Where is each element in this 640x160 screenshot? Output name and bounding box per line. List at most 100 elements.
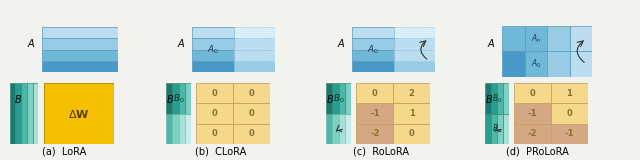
Text: 0: 0: [249, 109, 255, 118]
Bar: [15, 83, 21, 144]
Bar: [184, 83, 191, 114]
Text: 0: 0: [212, 109, 218, 118]
Bar: [42, 61, 118, 72]
Bar: [326, 114, 333, 144]
Bar: [492, 114, 497, 144]
Text: $B_0$: $B_0$: [173, 92, 184, 105]
Bar: [192, 61, 234, 72]
Bar: [233, 124, 270, 144]
Text: 0: 0: [566, 109, 572, 118]
Bar: [547, 51, 570, 77]
Bar: [42, 27, 118, 38]
Bar: [196, 83, 233, 104]
Bar: [166, 114, 173, 144]
Bar: [173, 114, 179, 144]
Text: 0: 0: [212, 89, 218, 98]
Bar: [233, 104, 270, 124]
Bar: [326, 83, 333, 114]
Bar: [333, 83, 339, 114]
Bar: [352, 61, 394, 72]
Bar: [550, 124, 588, 144]
Bar: [514, 124, 550, 144]
Bar: [394, 27, 435, 38]
Bar: [196, 104, 233, 124]
Text: $A$: $A$: [337, 37, 346, 49]
Bar: [504, 114, 509, 144]
Text: -1: -1: [370, 109, 380, 118]
Bar: [352, 27, 394, 38]
Bar: [192, 27, 234, 38]
Bar: [525, 26, 547, 51]
Bar: [547, 26, 570, 51]
Bar: [184, 114, 191, 144]
Bar: [497, 114, 504, 144]
Bar: [502, 26, 525, 51]
Bar: [179, 83, 184, 114]
Text: 0: 0: [372, 89, 378, 98]
Bar: [394, 38, 435, 50]
Text: $A_0$: $A_0$: [531, 58, 541, 70]
Bar: [192, 38, 234, 50]
Bar: [27, 83, 33, 144]
Bar: [485, 83, 492, 114]
Bar: [394, 61, 435, 72]
Bar: [485, 114, 492, 144]
Bar: [333, 114, 339, 144]
Text: 0: 0: [212, 129, 218, 138]
Text: -2: -2: [527, 129, 537, 138]
Text: 1: 1: [566, 89, 572, 98]
Text: 0: 0: [249, 129, 255, 138]
Text: $B_n$: $B_n$: [492, 123, 502, 135]
Bar: [33, 83, 38, 144]
Bar: [192, 50, 234, 61]
Text: $B_0$: $B_0$: [492, 92, 502, 105]
Text: $A$: $A$: [27, 37, 35, 49]
Bar: [344, 83, 351, 114]
Bar: [173, 83, 179, 114]
Bar: [339, 83, 344, 114]
Bar: [352, 50, 394, 61]
Text: -1: -1: [564, 129, 574, 138]
Text: $B$: $B$: [485, 93, 493, 105]
Bar: [356, 83, 393, 104]
Text: $A_0$: $A_0$: [367, 43, 379, 56]
Text: $A_n$: $A_n$: [531, 32, 541, 45]
Bar: [492, 83, 497, 114]
Bar: [339, 114, 344, 144]
Bar: [196, 124, 233, 144]
Text: $B$: $B$: [166, 93, 175, 105]
Bar: [393, 124, 430, 144]
Bar: [525, 51, 547, 77]
Text: $A$: $A$: [488, 37, 496, 49]
Bar: [234, 38, 275, 50]
Text: 0: 0: [409, 129, 415, 138]
Text: $A$: $A$: [177, 37, 186, 49]
Text: -2: -2: [370, 129, 380, 138]
Text: $B$: $B$: [14, 93, 22, 105]
Bar: [356, 124, 393, 144]
Bar: [393, 83, 430, 104]
Bar: [550, 104, 588, 124]
Bar: [356, 104, 393, 124]
Bar: [570, 26, 592, 51]
Text: -1: -1: [527, 109, 537, 118]
Bar: [502, 51, 525, 77]
Text: 2: 2: [409, 89, 415, 98]
Bar: [550, 83, 588, 104]
Bar: [504, 83, 509, 114]
Bar: [179, 114, 184, 144]
Bar: [570, 51, 592, 77]
Text: $A_0$: $A_0$: [207, 43, 219, 56]
Bar: [497, 83, 504, 114]
Text: (a)  LoRA: (a) LoRA: [42, 147, 86, 157]
Text: $B_0$: $B_0$: [333, 92, 344, 105]
Bar: [42, 38, 118, 50]
Text: 0: 0: [529, 89, 535, 98]
Text: 0: 0: [249, 89, 255, 98]
Text: (c)  RoLoRA: (c) RoLoRA: [353, 147, 409, 157]
Text: 1: 1: [409, 109, 415, 118]
Text: $B$: $B$: [326, 93, 335, 105]
Bar: [21, 83, 27, 144]
Bar: [234, 50, 275, 61]
Bar: [394, 50, 435, 61]
